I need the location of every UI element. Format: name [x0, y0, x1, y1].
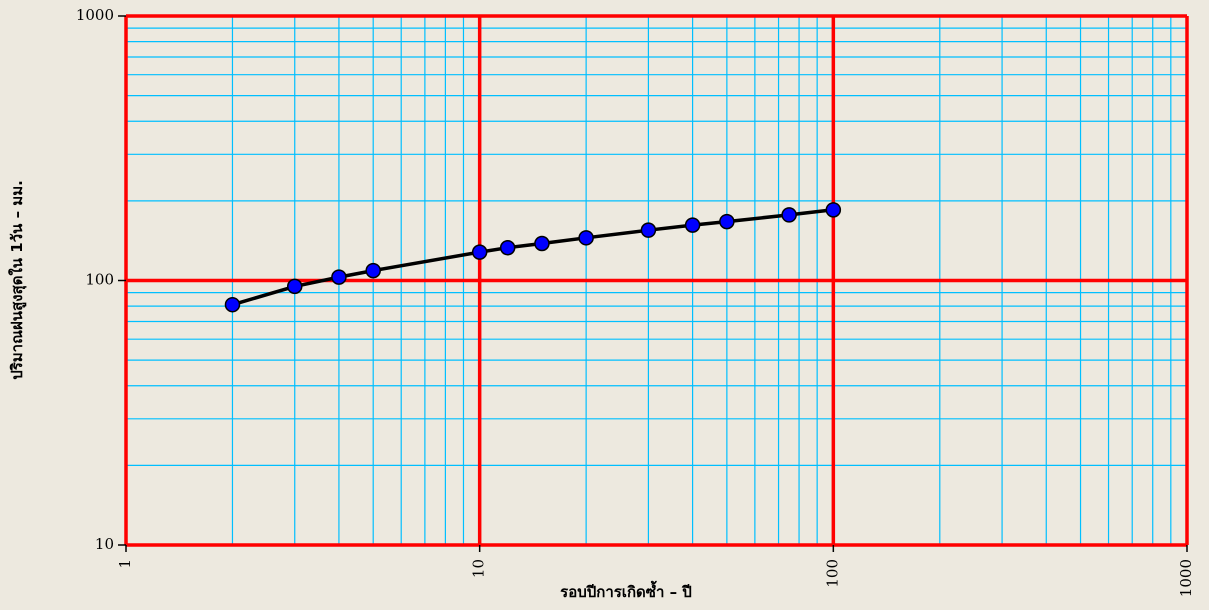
y-axis-label: ปริมาณฝนสูงสุดใน 1วัน – มม.: [8, 180, 27, 380]
data-point: [471, 244, 488, 260]
data-series: [224, 202, 842, 313]
data-point: [499, 239, 516, 256]
data-point: [640, 222, 657, 238]
x-tick-label: 1: [116, 559, 134, 569]
major-grid: [124, 14, 1189, 547]
data-point: [781, 207, 797, 223]
y-tick-label: 10: [95, 535, 114, 553]
x-tick-labels: 1 10 100 1000: [116, 559, 1195, 597]
data-point: [365, 262, 381, 279]
data-point: [286, 278, 303, 295]
data-point: [719, 213, 735, 230]
tick-marks: [118, 15, 1188, 552]
y-tick-labels: 10 100 1000: [76, 6, 114, 553]
data-point: [224, 296, 241, 313]
x-tick-label: 100: [823, 559, 841, 588]
data-point: [331, 269, 347, 285]
x-axis-label: รอบปีการเกิดซ้ำ – ปี: [560, 580, 692, 601]
data-point: [684, 217, 701, 233]
y-tick-label: 100: [85, 271, 114, 289]
data-point: [578, 230, 594, 246]
data-point: [534, 235, 550, 252]
data-point: [825, 202, 842, 218]
x-tick-label: 10: [470, 559, 488, 578]
x-tick-label: 1000: [1177, 559, 1195, 597]
y-tick-label: 1000: [76, 6, 114, 24]
